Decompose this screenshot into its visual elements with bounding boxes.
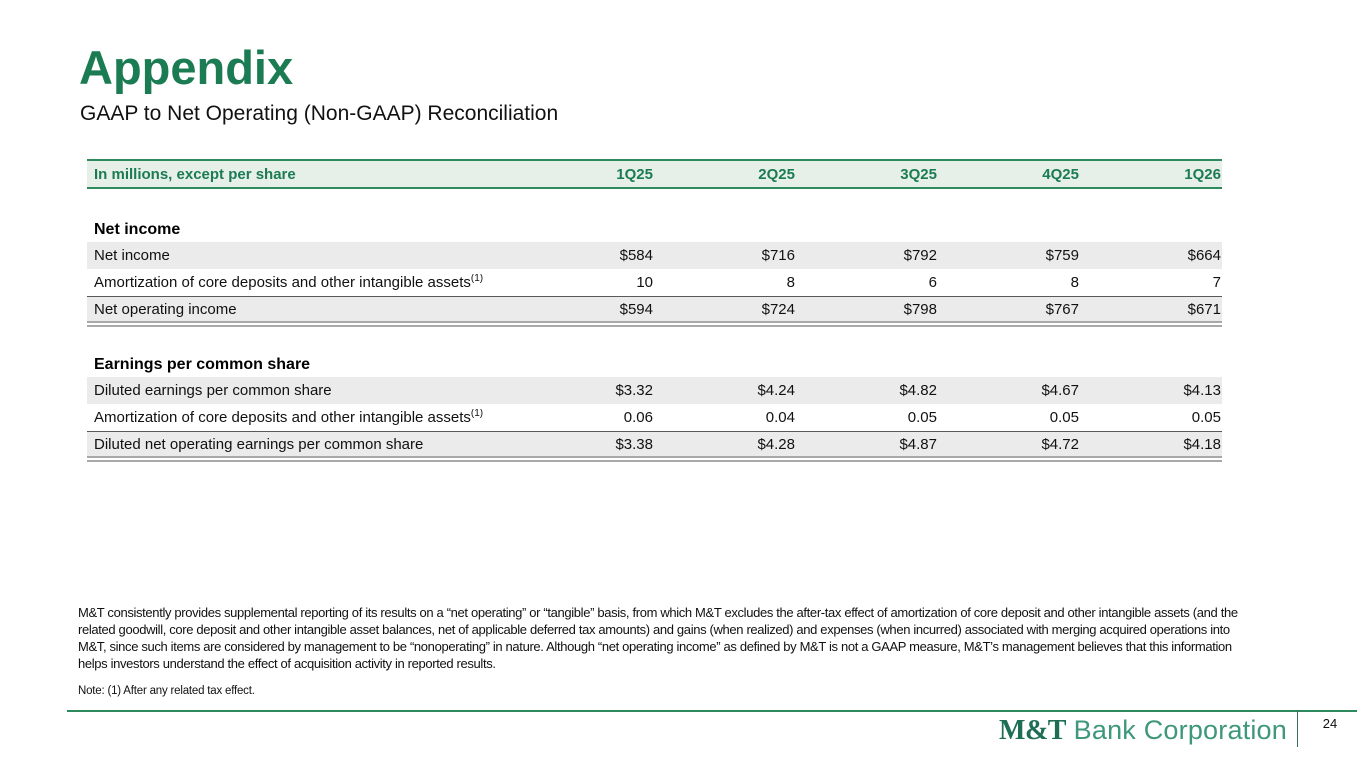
cell-value: $798 xyxy=(903,300,937,318)
cell-value: $4.18 xyxy=(1183,435,1221,453)
table-header-label: In millions, except per share xyxy=(94,165,296,183)
page-number: 24 xyxy=(1322,716,1338,731)
cell-value: 8 xyxy=(1070,274,1079,291)
column-header-2q25: 2Q25 xyxy=(758,165,795,183)
column-header-1q25: 1Q25 xyxy=(616,165,653,183)
footnote-superscript: (1) xyxy=(470,274,484,284)
cell-value: $4.87 xyxy=(899,435,937,453)
logo-bank-corporation-text: Bank Corporation xyxy=(1065,715,1287,745)
cell-value: $716 xyxy=(761,247,795,264)
cell-value: 0.04 xyxy=(765,409,795,426)
double-underline xyxy=(87,325,1222,327)
cell-value: $594 xyxy=(619,300,653,318)
footnote-paragraph: M&T consistently provides supplemental r… xyxy=(78,605,1238,671)
cell-value: 0.06 xyxy=(623,409,653,426)
table-row-total: Net operating income $594 $724 $798 $767… xyxy=(87,296,1222,323)
row-label: Diluted net operating earnings per commo… xyxy=(94,435,424,453)
cell-value: $724 xyxy=(761,300,795,318)
row-label: Net operating income xyxy=(94,300,237,318)
page-subtitle: GAAP to Net Operating (Non-GAAP) Reconci… xyxy=(80,102,559,125)
cell-value: $4.24 xyxy=(757,382,795,399)
column-header-1q26: 1Q26 xyxy=(1184,165,1221,183)
cell-value: $767 xyxy=(1045,300,1079,318)
section-earnings-per-share: Earnings per common share Diluted earnin… xyxy=(87,352,1222,462)
row-label: Amortization of core deposits and other … xyxy=(94,409,471,426)
row-label: Amortization of core deposits and other … xyxy=(94,274,471,291)
cell-value: $3.38 xyxy=(615,435,653,453)
cell-value: 0.05 xyxy=(1191,409,1221,426)
footnote-superscript: (1) xyxy=(470,409,484,419)
cell-value: $4.82 xyxy=(899,382,937,399)
cell-value: $584 xyxy=(619,247,653,264)
cell-value: $4.72 xyxy=(1041,435,1079,453)
section-heading: Earnings per common share xyxy=(94,356,311,373)
cell-value: 6 xyxy=(928,274,937,291)
section-net-income: Net income Net income $584 $716 $792 $75… xyxy=(87,217,1222,327)
tax-effect-note: Note: (1) After any related tax effect. xyxy=(78,685,255,697)
cell-value: $792 xyxy=(903,247,937,264)
table-row: Amortization of core deposits and other … xyxy=(87,404,1222,431)
cell-value: $664 xyxy=(1187,247,1221,264)
double-underline xyxy=(87,460,1222,462)
table-header-row: In millions, except per share 1Q25 2Q25 … xyxy=(87,159,1222,189)
logo-mt-text: M&T xyxy=(999,715,1066,746)
table-row-total: Diluted net operating earnings per commo… xyxy=(87,431,1222,458)
row-label: Diluted earnings per common share xyxy=(94,382,332,399)
column-header-3q25: 3Q25 xyxy=(900,165,937,183)
section-heading: Net income xyxy=(94,221,181,238)
column-header-4q25: 4Q25 xyxy=(1042,165,1079,183)
cell-value: $3.32 xyxy=(615,382,653,399)
cell-value: $4.67 xyxy=(1041,382,1079,399)
page-title: Appendix xyxy=(79,41,294,94)
cell-value: 8 xyxy=(786,274,795,291)
cell-value: $671 xyxy=(1187,300,1221,318)
cell-value: 0.05 xyxy=(1049,409,1079,426)
mt-bank-logo: M&T Bank Corporation xyxy=(999,715,1287,750)
footer-divider xyxy=(1297,710,1298,747)
table-row: Amortization of core deposits and other … xyxy=(87,269,1222,296)
footer-rule xyxy=(67,710,1357,712)
cell-value: $4.13 xyxy=(1183,382,1221,399)
cell-value: 0.05 xyxy=(907,409,937,426)
cell-value: 7 xyxy=(1212,274,1221,291)
cell-value: $759 xyxy=(1045,247,1079,264)
reconciliation-table: In millions, except per share 1Q25 2Q25 … xyxy=(87,159,1222,462)
cell-value: 10 xyxy=(636,274,653,291)
row-label: Net income xyxy=(94,247,170,264)
table-row: Diluted earnings per common share $3.32 … xyxy=(87,377,1222,404)
table-row: Net income $584 $716 $792 $759 $664 xyxy=(87,242,1222,269)
cell-value: $4.28 xyxy=(757,435,795,453)
